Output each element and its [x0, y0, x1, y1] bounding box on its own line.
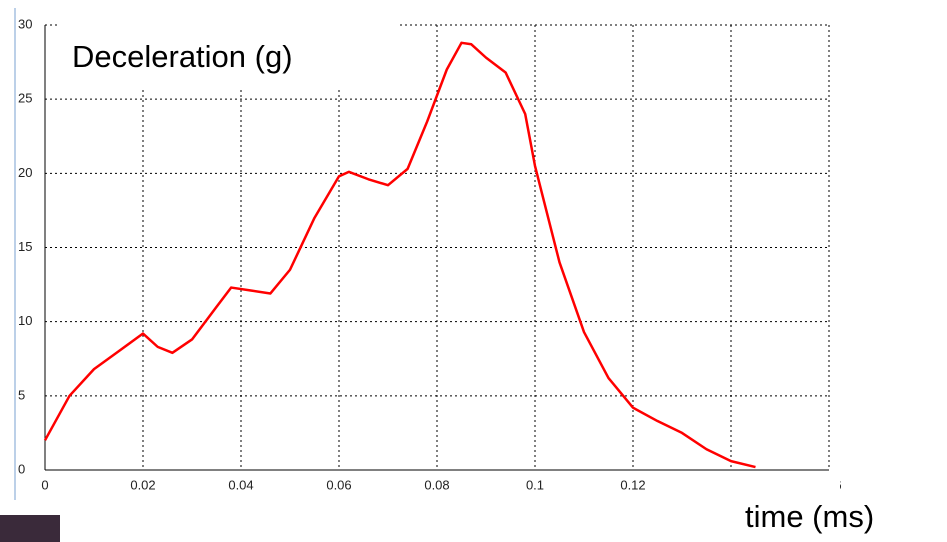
data-line — [43, 41, 756, 469]
mask — [700, 472, 840, 502]
x-tick-label: 0.04 — [228, 477, 253, 492]
y-tick-label: 25 — [18, 91, 32, 106]
title-box — [60, 22, 400, 90]
x-tick-label: 0 — [41, 477, 48, 492]
y-tick-label: 20 — [18, 165, 32, 180]
y-tick-label: 10 — [18, 313, 32, 328]
x-tick-label: 0.06 — [326, 477, 351, 492]
thumbnail — [0, 515, 60, 542]
x-tick-label: 0.12 — [620, 477, 645, 492]
x-axis-label: time (ms) — [745, 499, 874, 534]
y-tick-label: 5 — [18, 387, 25, 402]
x-tick-label: 0.02 — [130, 477, 155, 492]
y-tick-label: 30 — [18, 16, 32, 31]
x-tick-label: 0.08 — [424, 477, 449, 492]
plot-area: 05101520253000.020.040.060.080.10.120.14… — [18, 16, 842, 492]
y-tick-label: 0 — [18, 461, 25, 476]
y-tick-label: 15 — [18, 239, 32, 254]
chart-title: Deceleration (g) — [72, 39, 293, 74]
x-tick-label: 0.1 — [526, 477, 544, 492]
